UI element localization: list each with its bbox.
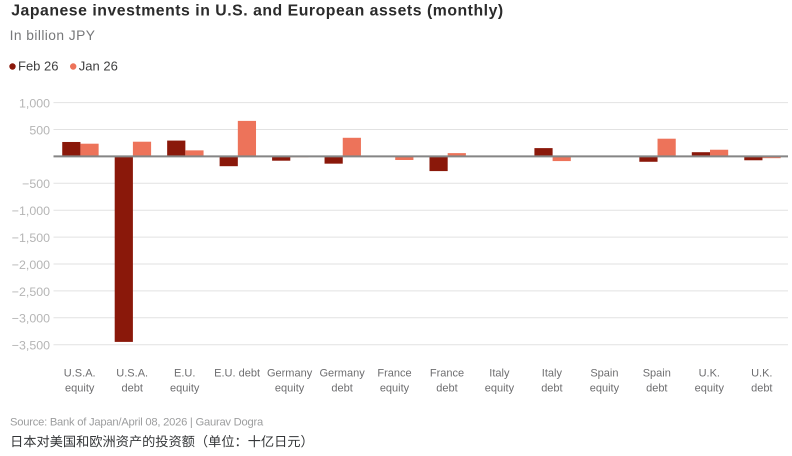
svg-text:In billion JPY: In billion JPY (10, 28, 96, 43)
svg-text:debt: debt (331, 383, 352, 395)
svg-text:Spain: Spain (643, 367, 671, 379)
svg-text:Feb 26: Feb 26 (18, 59, 58, 74)
svg-text:Japanese investments in U.S. a: Japanese investments in U.S. and Europea… (11, 3, 504, 20)
svg-text:Source: Bank of Japan/April 08: Source: Bank of Japan/April 08, 2026 | G… (10, 416, 264, 428)
svg-text:debt: debt (436, 383, 457, 395)
svg-text:−2,500: −2,500 (12, 285, 50, 299)
svg-text:Italy: Italy (542, 367, 563, 379)
svg-text:debt: debt (751, 383, 772, 395)
svg-text:France: France (377, 367, 411, 379)
svg-text:−3,000: −3,000 (12, 312, 50, 326)
svg-text:equity: equity (275, 383, 305, 395)
svg-text:debt: debt (646, 383, 667, 395)
svg-text:debt: debt (121, 383, 142, 395)
svg-text:U.S.A.: U.S.A. (64, 367, 96, 379)
svg-text:Germany: Germany (267, 367, 313, 379)
svg-text:E.U. debt: E.U. debt (214, 367, 260, 379)
svg-text:−1,500: −1,500 (12, 231, 50, 245)
svg-text:−3,500: −3,500 (12, 339, 50, 353)
svg-text:Jan 26: Jan 26 (79, 59, 118, 74)
svg-text:equity: equity (485, 383, 515, 395)
svg-text:equity: equity (695, 383, 725, 395)
svg-text:−1,000: −1,000 (12, 204, 50, 218)
svg-text:−500: −500 (22, 177, 50, 191)
svg-text:U.K.: U.K. (751, 367, 772, 379)
svg-text:Italy: Italy (489, 367, 510, 379)
svg-text:U.K.: U.K. (699, 367, 720, 379)
svg-text:500: 500 (29, 123, 50, 137)
svg-text:U.S.A.: U.S.A. (116, 367, 148, 379)
svg-text:equity: equity (590, 383, 620, 395)
svg-text:Spain: Spain (590, 367, 618, 379)
svg-text:equity: equity (380, 383, 410, 395)
svg-text:−2,000: −2,000 (12, 258, 50, 272)
svg-text:1,000: 1,000 (19, 97, 50, 111)
svg-text:Germany: Germany (319, 367, 365, 379)
svg-text:France: France (430, 367, 464, 379)
svg-text:E.U.: E.U. (174, 367, 195, 379)
svg-text:equity: equity (65, 383, 95, 395)
svg-text:equity: equity (170, 383, 200, 395)
svg-text:debt: debt (541, 383, 562, 395)
